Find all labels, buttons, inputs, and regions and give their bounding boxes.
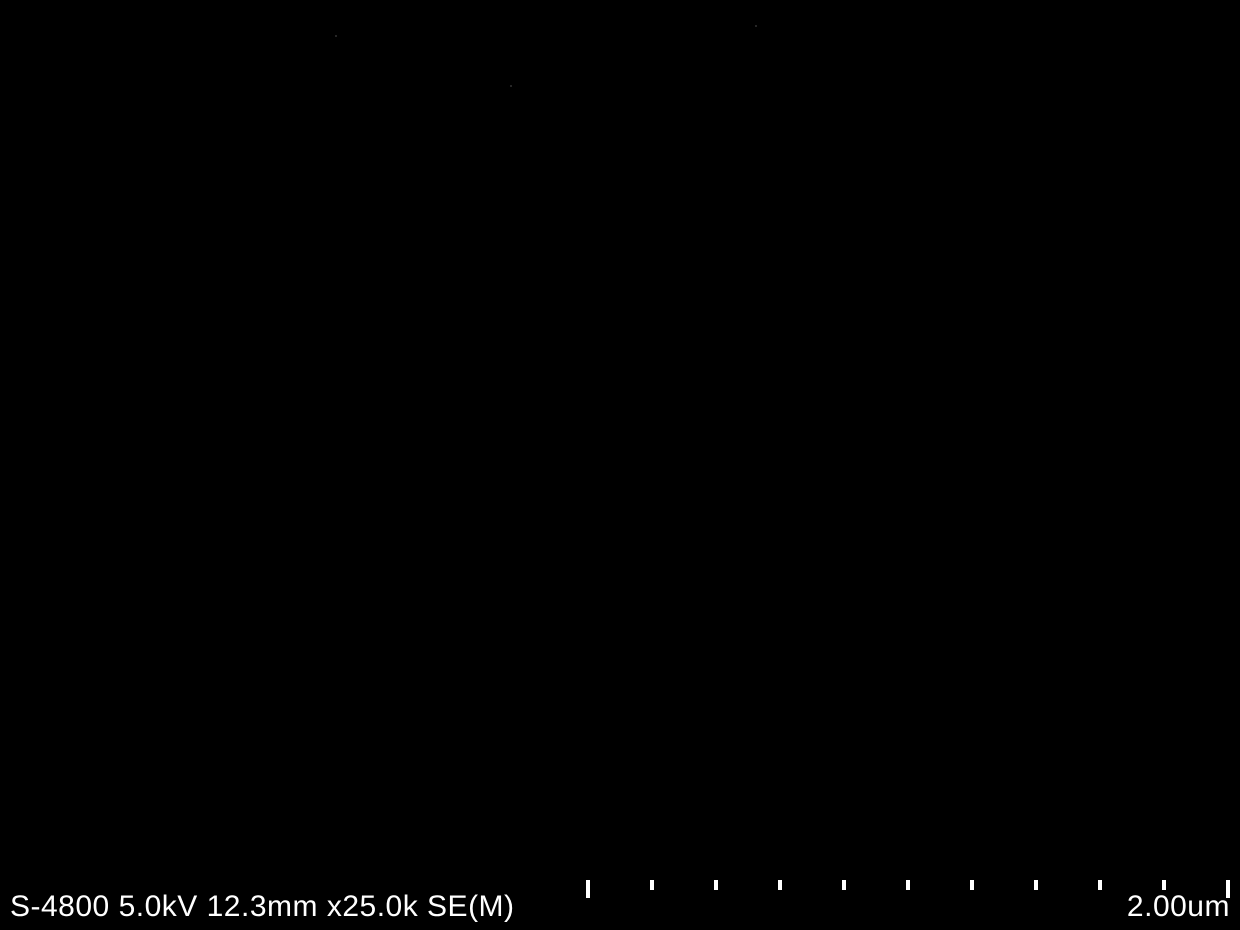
noise-speckle xyxy=(510,85,512,87)
scale-bar-label: 2.00um xyxy=(1127,890,1230,924)
scale-tick-minor xyxy=(778,880,782,890)
scale-tick-minor xyxy=(842,880,846,890)
scale-tick-minor xyxy=(906,880,910,890)
scale-tick-minor xyxy=(970,880,974,890)
instrument-parameters-text: S-4800 5.0kV 12.3mm x25.0k SE(M) xyxy=(0,890,515,924)
scale-tick-minor xyxy=(650,880,654,890)
noise-speckle xyxy=(755,25,757,27)
scale-tick-minor xyxy=(1034,880,1038,890)
sem-image-viewport xyxy=(0,0,1240,880)
scale-tick-minor xyxy=(1162,880,1166,890)
scale-tick-minor xyxy=(714,880,718,890)
scale-tick-major xyxy=(586,880,590,898)
scale-tick-minor xyxy=(1098,880,1102,890)
noise-speckle xyxy=(335,35,337,37)
